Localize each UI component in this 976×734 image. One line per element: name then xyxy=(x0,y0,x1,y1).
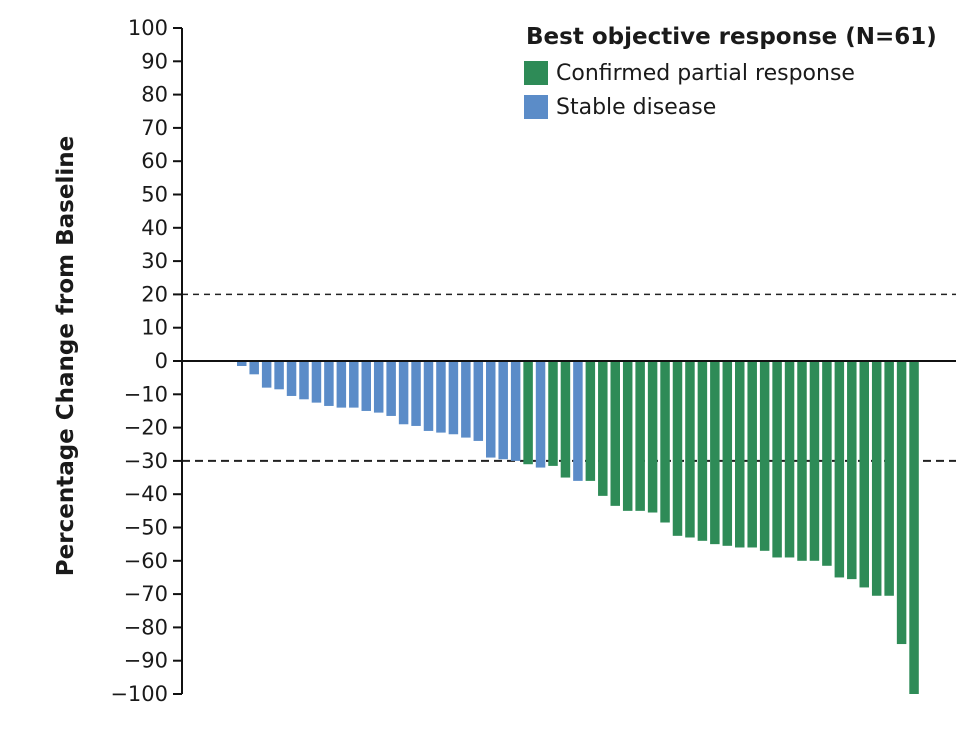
y-tick-label: 90 xyxy=(141,49,168,73)
y-tick-label: 40 xyxy=(141,216,168,240)
bar-partial-response xyxy=(523,361,533,464)
y-tick-label: −30 xyxy=(124,449,168,473)
bar-partial-response xyxy=(860,361,870,587)
bar-stable-disease xyxy=(474,361,484,441)
bar-partial-response xyxy=(760,361,770,551)
y-axis-ticks: 1009080706050403020100−10−20−30−40−50−60… xyxy=(110,16,182,706)
y-tick-label: 80 xyxy=(141,83,168,107)
y-tick-label: −70 xyxy=(124,582,168,606)
bar-stable-disease xyxy=(337,361,347,408)
bar-partial-response xyxy=(884,361,894,596)
bar-partial-response xyxy=(897,361,907,644)
bar-partial-response xyxy=(673,361,683,536)
y-tick-label: 70 xyxy=(141,116,168,140)
legend-swatch-stable-disease xyxy=(524,95,548,119)
y-tick-label: 10 xyxy=(141,316,168,340)
y-tick-label: 60 xyxy=(141,149,168,173)
bar-partial-response xyxy=(635,361,645,511)
bar-stable-disease xyxy=(362,361,372,411)
bar-stable-disease xyxy=(312,361,322,403)
axes xyxy=(182,28,956,694)
bar-partial-response xyxy=(735,361,745,547)
bar-stable-disease xyxy=(486,361,496,458)
y-tick-label: 100 xyxy=(128,16,168,40)
y-tick-label: −20 xyxy=(124,416,168,440)
bar-partial-response xyxy=(747,361,757,547)
y-tick-label: −80 xyxy=(124,615,168,639)
bar-stable-disease xyxy=(511,361,521,461)
bar-partial-response xyxy=(586,361,596,481)
y-tick-label: −100 xyxy=(110,682,168,706)
bar-stable-disease xyxy=(299,361,309,399)
bar-stable-disease xyxy=(424,361,434,431)
legend-swatch-partial-response xyxy=(524,61,548,85)
bar-stable-disease xyxy=(262,361,272,388)
bar-partial-response xyxy=(611,361,621,506)
bar-stable-disease xyxy=(287,361,297,396)
bar-stable-disease xyxy=(274,361,284,389)
y-tick-label: −90 xyxy=(124,649,168,673)
bar-partial-response xyxy=(810,361,820,561)
bar-partial-response xyxy=(698,361,708,541)
bar-partial-response xyxy=(785,361,795,557)
bar-stable-disease xyxy=(536,361,546,468)
bar-partial-response xyxy=(723,361,733,546)
legend: Best objective response (N=61) Confirmed… xyxy=(524,24,937,120)
bar-stable-disease xyxy=(411,361,421,426)
legend-label-partial-response: Confirmed partial response xyxy=(556,61,855,86)
bar-series xyxy=(237,361,919,694)
bar-stable-disease xyxy=(461,361,471,438)
bar-stable-disease xyxy=(498,361,508,459)
bar-partial-response xyxy=(710,361,720,544)
bar-partial-response xyxy=(872,361,882,596)
legend-label-stable-disease: Stable disease xyxy=(556,95,716,120)
y-tick-label: −10 xyxy=(124,382,168,406)
bar-partial-response xyxy=(685,361,695,537)
bar-stable-disease xyxy=(386,361,396,416)
y-tick-label: 30 xyxy=(141,249,168,273)
y-tick-label: 0 xyxy=(155,349,168,373)
bar-partial-response xyxy=(847,361,857,579)
bar-stable-disease xyxy=(324,361,334,406)
bar-partial-response xyxy=(561,361,571,478)
legend-title: Best objective response (N=61) xyxy=(526,24,937,50)
y-axis-title: Percentage Change from Baseline xyxy=(53,136,79,576)
bar-stable-disease xyxy=(573,361,583,481)
bar-partial-response xyxy=(548,361,558,466)
bar-stable-disease xyxy=(436,361,446,433)
bar-stable-disease xyxy=(249,361,259,374)
y-tick-label: −60 xyxy=(124,549,168,573)
y-tick-label: −50 xyxy=(124,516,168,540)
bar-partial-response xyxy=(623,361,633,511)
bar-partial-response xyxy=(598,361,608,496)
bar-stable-disease xyxy=(449,361,459,434)
bar-stable-disease xyxy=(374,361,384,413)
bar-partial-response xyxy=(797,361,807,561)
bar-stable-disease xyxy=(349,361,359,408)
y-tick-label: 50 xyxy=(141,183,168,207)
y-tick-label: −40 xyxy=(124,482,168,506)
bar-partial-response xyxy=(648,361,658,513)
bar-partial-response xyxy=(822,361,832,566)
bar-partial-response xyxy=(660,361,670,523)
bar-partial-response xyxy=(835,361,845,577)
bar-partial-response xyxy=(772,361,782,557)
bar-partial-response xyxy=(909,361,919,694)
bar-stable-disease xyxy=(399,361,409,424)
y-tick-label: 20 xyxy=(141,282,168,306)
